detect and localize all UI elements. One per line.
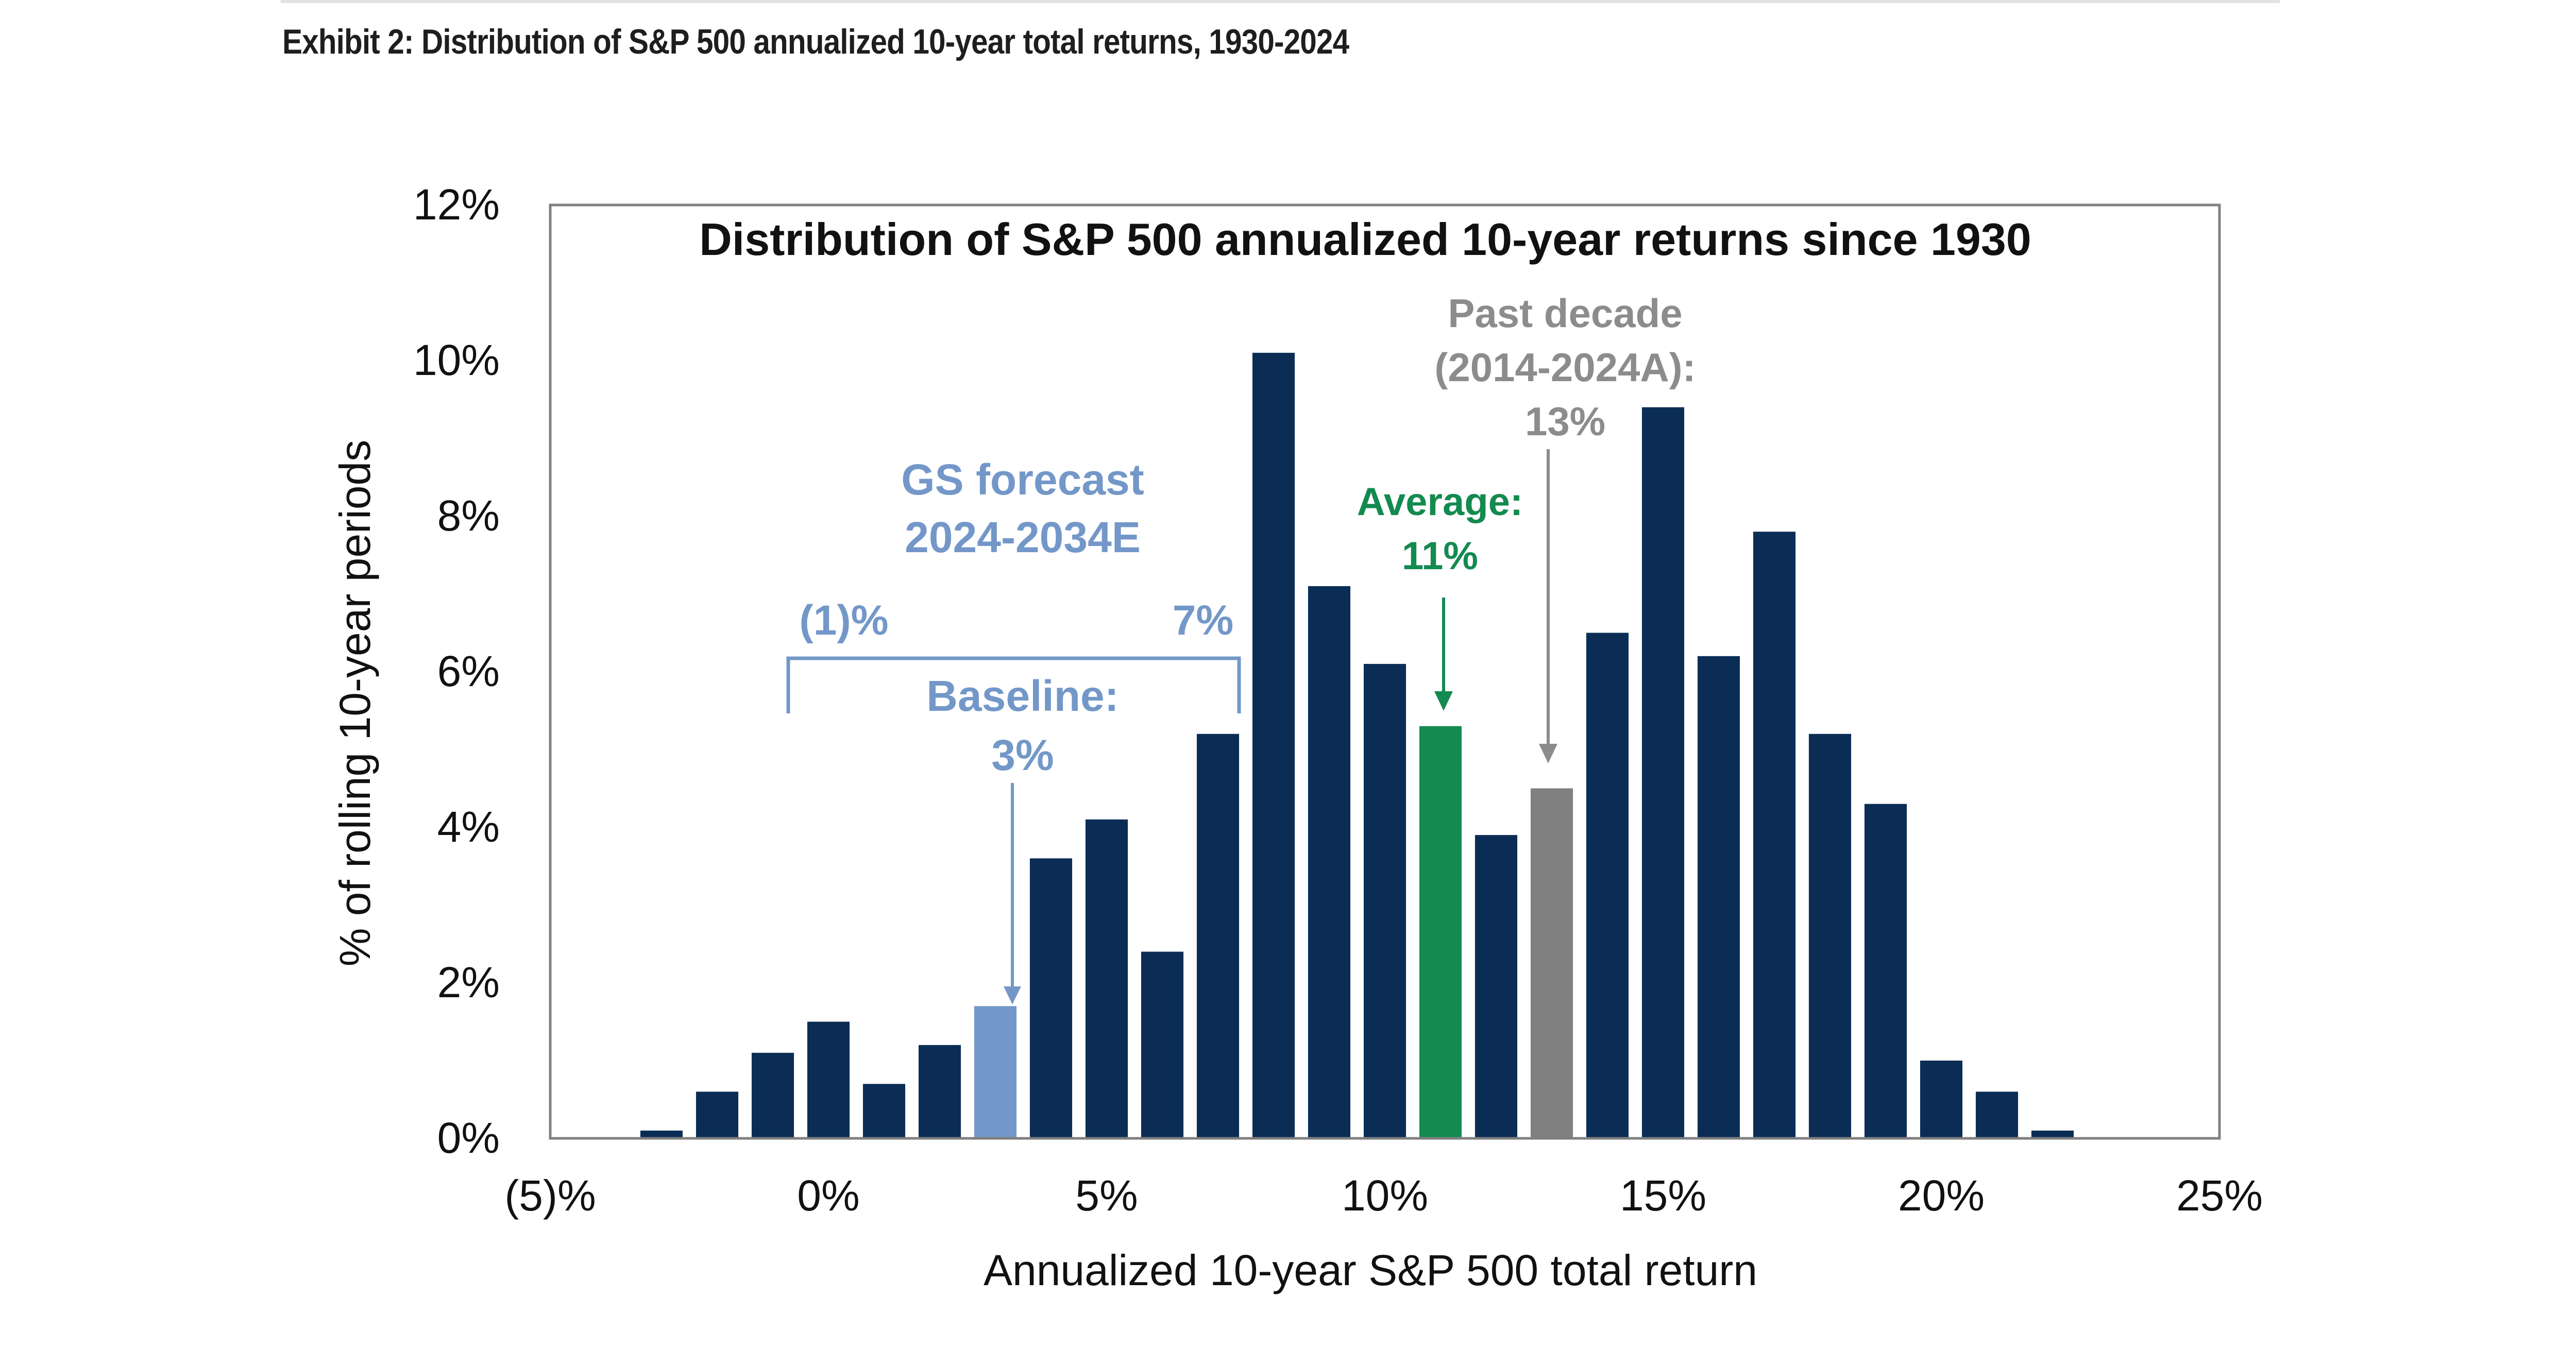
y-tick-label: 4% xyxy=(437,803,500,851)
x-tick-labels: (5)% 0% 5% 10% 15% 20% 25% xyxy=(504,1171,2263,1220)
chart-title: Distribution of S&P 500 annualized 10-ye… xyxy=(699,214,2031,265)
baseline-label: Baseline: xyxy=(926,672,1119,720)
histogram-bar xyxy=(751,1052,794,1138)
y-tick-label: 10% xyxy=(413,336,500,384)
past-decade-label: Past decade xyxy=(1448,291,1682,336)
bars-group xyxy=(640,352,2074,1138)
histogram-bar xyxy=(1029,858,1073,1138)
top-rule xyxy=(281,0,2280,3)
y-tick-label: 8% xyxy=(437,491,500,540)
histogram-bar xyxy=(1697,656,1740,1138)
y-tick-label: 2% xyxy=(437,958,500,1006)
y-tick-label: 0% xyxy=(437,1114,500,1162)
histogram-bar xyxy=(1141,951,1184,1138)
histogram-bar xyxy=(1808,733,1852,1138)
y-tick-label: 12% xyxy=(413,180,500,229)
forecast-range-bracket xyxy=(786,656,1241,713)
histogram-bar xyxy=(2031,1130,2074,1138)
exhibit-title: Exhibit 2: Distribution of S&P 500 annua… xyxy=(282,22,1349,61)
x-tick-label: 0% xyxy=(797,1171,859,1220)
y-axis-label: % of rolling 10-year periods xyxy=(331,440,379,967)
average-arrow-head xyxy=(1434,691,1453,711)
x-tick-label: 10% xyxy=(1342,1171,1428,1220)
histogram-bar xyxy=(1975,1091,2019,1138)
histogram-bar xyxy=(1363,663,1406,1138)
histogram-bar xyxy=(807,1021,850,1138)
y-tick-label: 6% xyxy=(437,647,500,695)
y-tick-labels: 0% 2% 4% 6% 8% 10% 12% xyxy=(413,180,500,1162)
x-tick-label: 25% xyxy=(2176,1171,2263,1220)
past-decade-value: 13% xyxy=(1525,399,1605,444)
histogram-bar-average xyxy=(1419,726,1462,1138)
gs-forecast-label: GS forecast xyxy=(901,455,1144,504)
histogram-bar xyxy=(1586,633,1629,1138)
x-tick-label: 5% xyxy=(1075,1171,1138,1220)
x-tick-label: 15% xyxy=(1620,1171,1706,1220)
histogram-bar xyxy=(1753,532,1796,1138)
histogram-bar xyxy=(1085,819,1128,1138)
x-tick-label: 20% xyxy=(1898,1171,1985,1220)
forecast-range-high: 7% xyxy=(1173,597,1234,644)
histogram-bar xyxy=(1864,804,1907,1138)
histogram-bar xyxy=(640,1130,683,1138)
histogram-bar xyxy=(918,1045,961,1138)
histogram-bar xyxy=(1641,407,1685,1138)
histogram-bar-past xyxy=(1530,788,1573,1138)
x-tick-label: (5)% xyxy=(504,1171,596,1220)
histogram-bar xyxy=(1252,352,1295,1138)
forecast-range-low: (1)% xyxy=(799,597,888,644)
baseline-arrow-head xyxy=(1004,986,1021,1004)
average-value: 11% xyxy=(1402,534,1478,578)
histogram-bar xyxy=(1920,1061,1963,1138)
x-axis-label: Annualized 10-year S&P 500 total return xyxy=(984,1246,1757,1294)
histogram-bar xyxy=(1196,733,1240,1138)
histogram-bar xyxy=(696,1091,739,1138)
histogram-bar xyxy=(1475,835,1518,1138)
histogram-bar xyxy=(1308,586,1351,1138)
histogram-bar xyxy=(862,1084,906,1138)
baseline-value: 3% xyxy=(991,731,1054,779)
histogram-bar-forecast xyxy=(974,1006,1017,1138)
plot-frame xyxy=(549,203,2221,1140)
average-label: Average: xyxy=(1357,480,1523,524)
gs-forecast-period: 2024-2034E xyxy=(905,513,1141,561)
past-decade-period: (2014-2024A): xyxy=(1434,345,1696,390)
past-decade-arrow-head xyxy=(1539,744,1557,763)
